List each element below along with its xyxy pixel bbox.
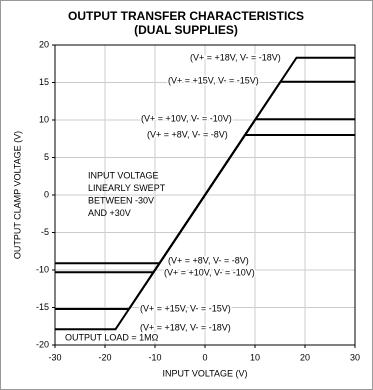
y-tick-label: -10	[36, 264, 49, 274]
chart-subtitle: (DUAL SUPPLIES)	[134, 23, 238, 37]
series-label: (V+ = +8V, V- = -8V)	[168, 255, 249, 265]
series-line	[55, 134, 355, 265]
chart-title: OUTPUT TRANSFER CHARACTERISTICS	[68, 9, 304, 23]
series-label: (V+ = +15V, V- = -15V)	[168, 75, 259, 85]
y-axis-label: OUTPUT CLAMP VOLTAGE (V)	[12, 131, 22, 259]
y-tick-label: 10	[39, 114, 49, 124]
y-tick-label: 0	[44, 189, 49, 199]
plot-border	[54, 44, 356, 346]
x-tick-label: -20	[98, 352, 111, 362]
x-tick-label: 30	[350, 352, 360, 362]
y-tick-label: 20	[39, 39, 49, 49]
x-tick-label: 20	[300, 352, 310, 362]
series-label: (V+ = +15V, V- = -15V)	[140, 303, 231, 313]
y-tick-label: -15	[36, 302, 49, 312]
y-tick-label: -20	[36, 339, 49, 349]
x-tick-label: -10	[148, 352, 161, 362]
series-label: (V+ = +10V, V- = -10V)	[164, 267, 255, 277]
x-tick-label: 0	[202, 352, 207, 362]
series-label: (V+ = +8V, V- = -8V)	[147, 129, 228, 139]
y-tick-label: 15	[39, 77, 49, 87]
annotation: AND +30V	[88, 208, 131, 218]
x-axis-label: INPUT VOLTAGE (V)	[162, 368, 247, 378]
series-label: (V+ = +10V, V- = -10V)	[141, 113, 232, 123]
series-label: (V+ = +18V, V- = -18V)	[140, 322, 231, 332]
y-tick-label: 5	[44, 152, 49, 162]
y-tick-label: -5	[41, 227, 49, 237]
annotation: BETWEEN -30V	[88, 195, 154, 205]
x-tick-label: -30	[48, 352, 61, 362]
annotation: LINEARLY SWEPT	[88, 183, 166, 193]
series-label: (V+ = +18V, V- = -18V)	[190, 52, 281, 62]
annotation: OUTPUT LOAD = 1MΩ	[65, 332, 159, 342]
annotation: INPUT VOLTAGE	[88, 170, 159, 180]
x-tick-label: 10	[250, 352, 260, 362]
